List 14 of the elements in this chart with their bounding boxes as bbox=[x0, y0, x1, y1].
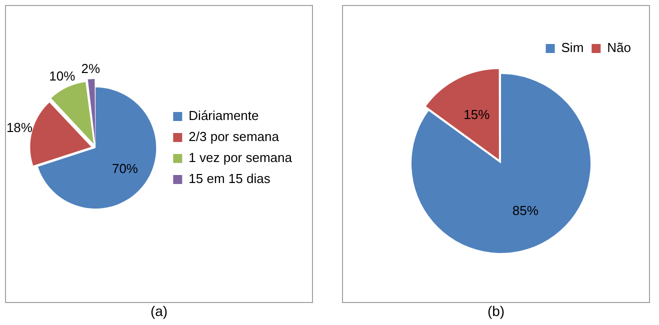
legend-label: 1 vez por semana bbox=[188, 150, 293, 166]
text: (b) bbox=[486, 303, 506, 319]
data-label: 70% bbox=[112, 160, 138, 176]
data-label: 18% bbox=[6, 120, 33, 136]
legend-label: Diáriamente bbox=[188, 108, 259, 124]
text: (a) bbox=[149, 303, 169, 319]
legend-label: 15 em 15 dias bbox=[188, 171, 271, 186]
data-label: 10% bbox=[49, 68, 76, 84]
data-label: 85% bbox=[512, 202, 539, 218]
data-label: 15% bbox=[464, 107, 490, 122]
legend-label: 2/3 por semana bbox=[188, 129, 280, 144]
legend-label: Não bbox=[607, 40, 632, 56]
legend-label: Sim bbox=[561, 40, 584, 56]
data-label: 2% bbox=[81, 61, 100, 76]
